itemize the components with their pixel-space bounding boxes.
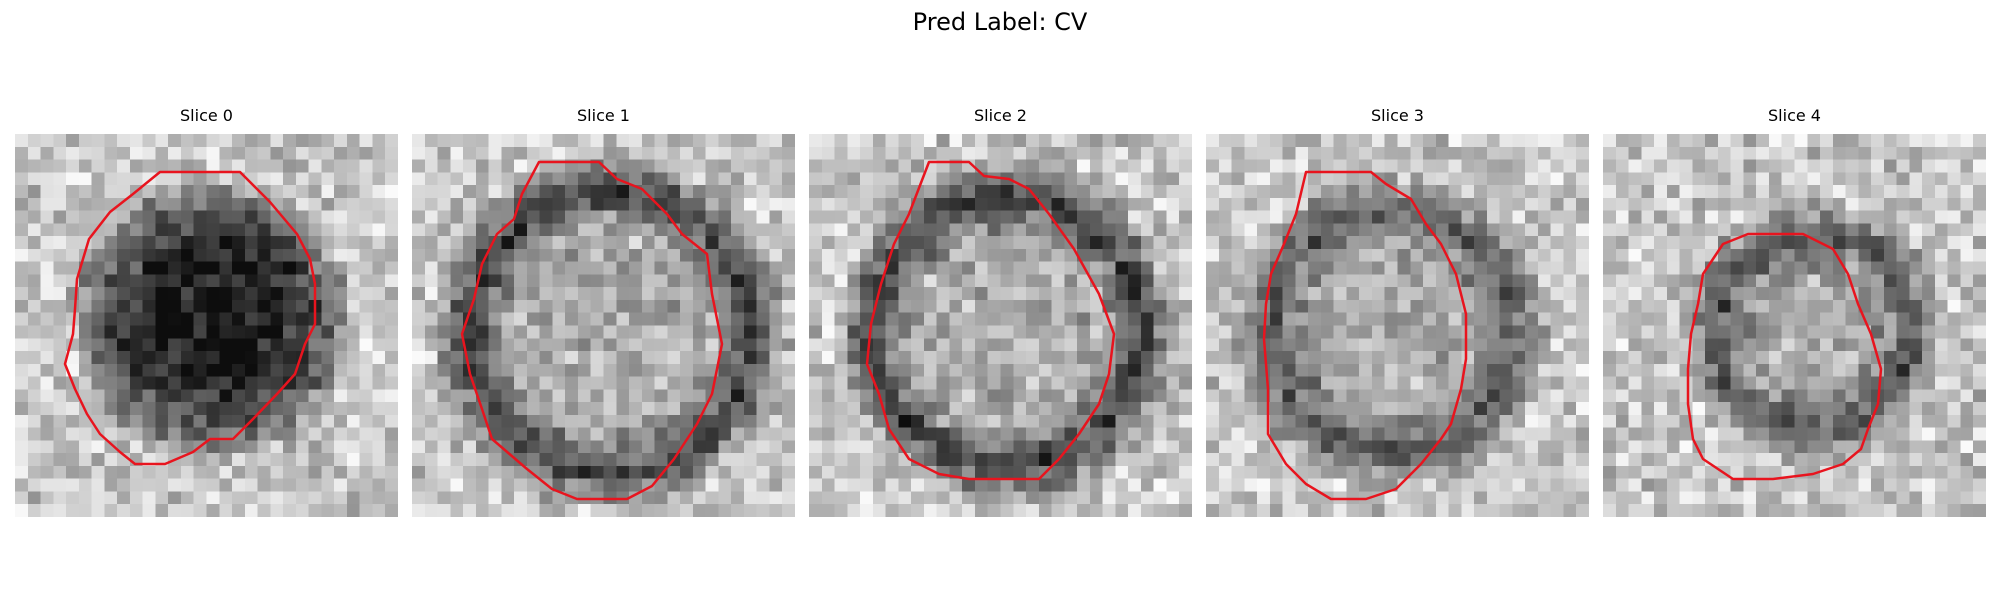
- slice-image: [412, 134, 795, 517]
- contour-line: [1262, 170, 1468, 501]
- slice-image: [1206, 134, 1589, 517]
- slice-image: [809, 134, 1192, 517]
- contour-line: [460, 160, 724, 501]
- slice-title: Slice 4: [1768, 106, 1821, 125]
- slice-panel-2: Slice 2: [809, 106, 1192, 517]
- figure-title: Pred Label: CV: [912, 8, 1088, 36]
- contour-outline: [460, 160, 724, 501]
- contour-line: [1686, 232, 1883, 481]
- slice-title: Slice 1: [577, 106, 630, 125]
- slice-panel-3: Slice 3: [1206, 106, 1589, 517]
- contour-outline: [1686, 232, 1883, 481]
- slice-panel-0: Slice 0: [15, 106, 398, 517]
- slice-image: [1603, 134, 1986, 517]
- slice-image: [15, 134, 398, 517]
- slice-title: Slice 2: [974, 106, 1027, 125]
- slice-panel-4: Slice 4: [1603, 106, 1986, 517]
- contour-line: [865, 160, 1116, 481]
- slice-title: Slice 0: [180, 106, 233, 125]
- contour-outline: [1262, 170, 1468, 501]
- contour-outline: [865, 160, 1116, 481]
- slice-panel-1: Slice 1: [412, 106, 795, 517]
- contour-line: [63, 170, 317, 466]
- slice-title: Slice 3: [1371, 106, 1424, 125]
- contour-outline: [63, 170, 317, 466]
